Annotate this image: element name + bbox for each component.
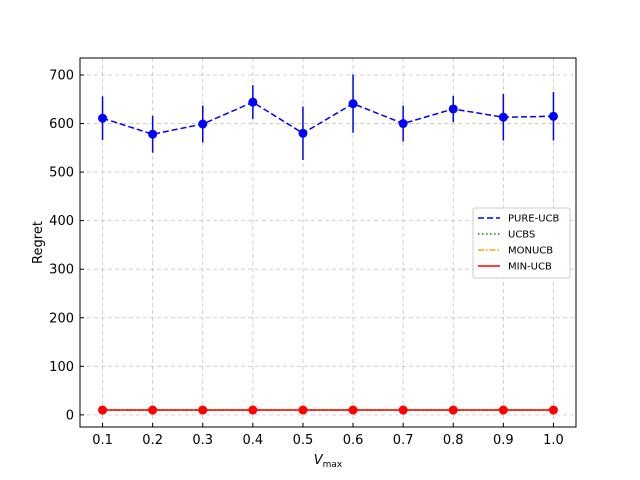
legend-label: MIN-UCB [508, 262, 552, 273]
legend: PURE-UCB UCBS MONUCB MIN-UCB [472, 207, 571, 279]
legend-label: MONUCB [508, 246, 553, 257]
x-tick-label: 0.7 [393, 433, 414, 448]
x-tick-label: 0.9 [493, 433, 514, 448]
data-point [298, 128, 308, 138]
x-axis-label-main: V [314, 453, 324, 468]
y-tick-label: 300 [49, 263, 74, 278]
x-tick-label: 0.6 [343, 433, 364, 448]
y-axis-label: Regret [31, 221, 46, 264]
data-point [348, 405, 358, 415]
y-tick-label: 500 [49, 166, 74, 181]
plot-frame [79, 57, 577, 428]
y-tick-label: 700 [49, 68, 74, 83]
data-point [98, 113, 108, 123]
series-line [102, 101, 554, 136]
x-tick-label: 0.2 [142, 433, 163, 448]
data-point [548, 111, 558, 121]
data-point [198, 405, 208, 415]
y-tick-label: 200 [49, 311, 74, 326]
legend-label: PURE-UCB [508, 214, 560, 225]
data-point [498, 405, 508, 415]
x-tick-label: 0.8 [443, 433, 464, 448]
y-tick-label: 600 [49, 117, 74, 132]
data-point [398, 405, 408, 415]
series-layer [98, 74, 558, 415]
data-point [448, 104, 458, 114]
data-point [98, 405, 108, 415]
x-tick-label: 1.0 [543, 433, 564, 448]
data-point [348, 99, 358, 109]
x-axis-label-subscript: max [323, 460, 343, 470]
series-min-ucb [98, 405, 558, 415]
x-axis-label: Vmax [314, 453, 343, 470]
data-point [298, 405, 308, 415]
x-tick-label: 0.1 [92, 433, 113, 448]
x-tick-label: 0.5 [293, 433, 314, 448]
y-tick-label: 0 [66, 408, 74, 423]
x-tick-label: 0.3 [192, 433, 213, 448]
legend-label: UCBS [508, 230, 535, 241]
y-tick-label: 400 [49, 214, 74, 229]
data-point [498, 112, 508, 122]
data-point [148, 405, 158, 415]
legend-box [472, 207, 571, 279]
data-point [398, 119, 408, 129]
data-point [448, 405, 458, 415]
data-point [198, 119, 208, 129]
y-tick-label: 100 [49, 360, 74, 375]
series-pure-ucb [98, 74, 558, 160]
axis-layer: 0.1 0.2 0.3 0.4 0.5 0.6 0.7 0.8 0.9 1.0 0 100 200 300… [49, 68, 564, 448]
x-tick-label: 0.4 [243, 433, 264, 448]
data-point [548, 405, 558, 415]
data-point [148, 129, 158, 139]
data-point [248, 97, 258, 107]
data-point [248, 405, 258, 415]
